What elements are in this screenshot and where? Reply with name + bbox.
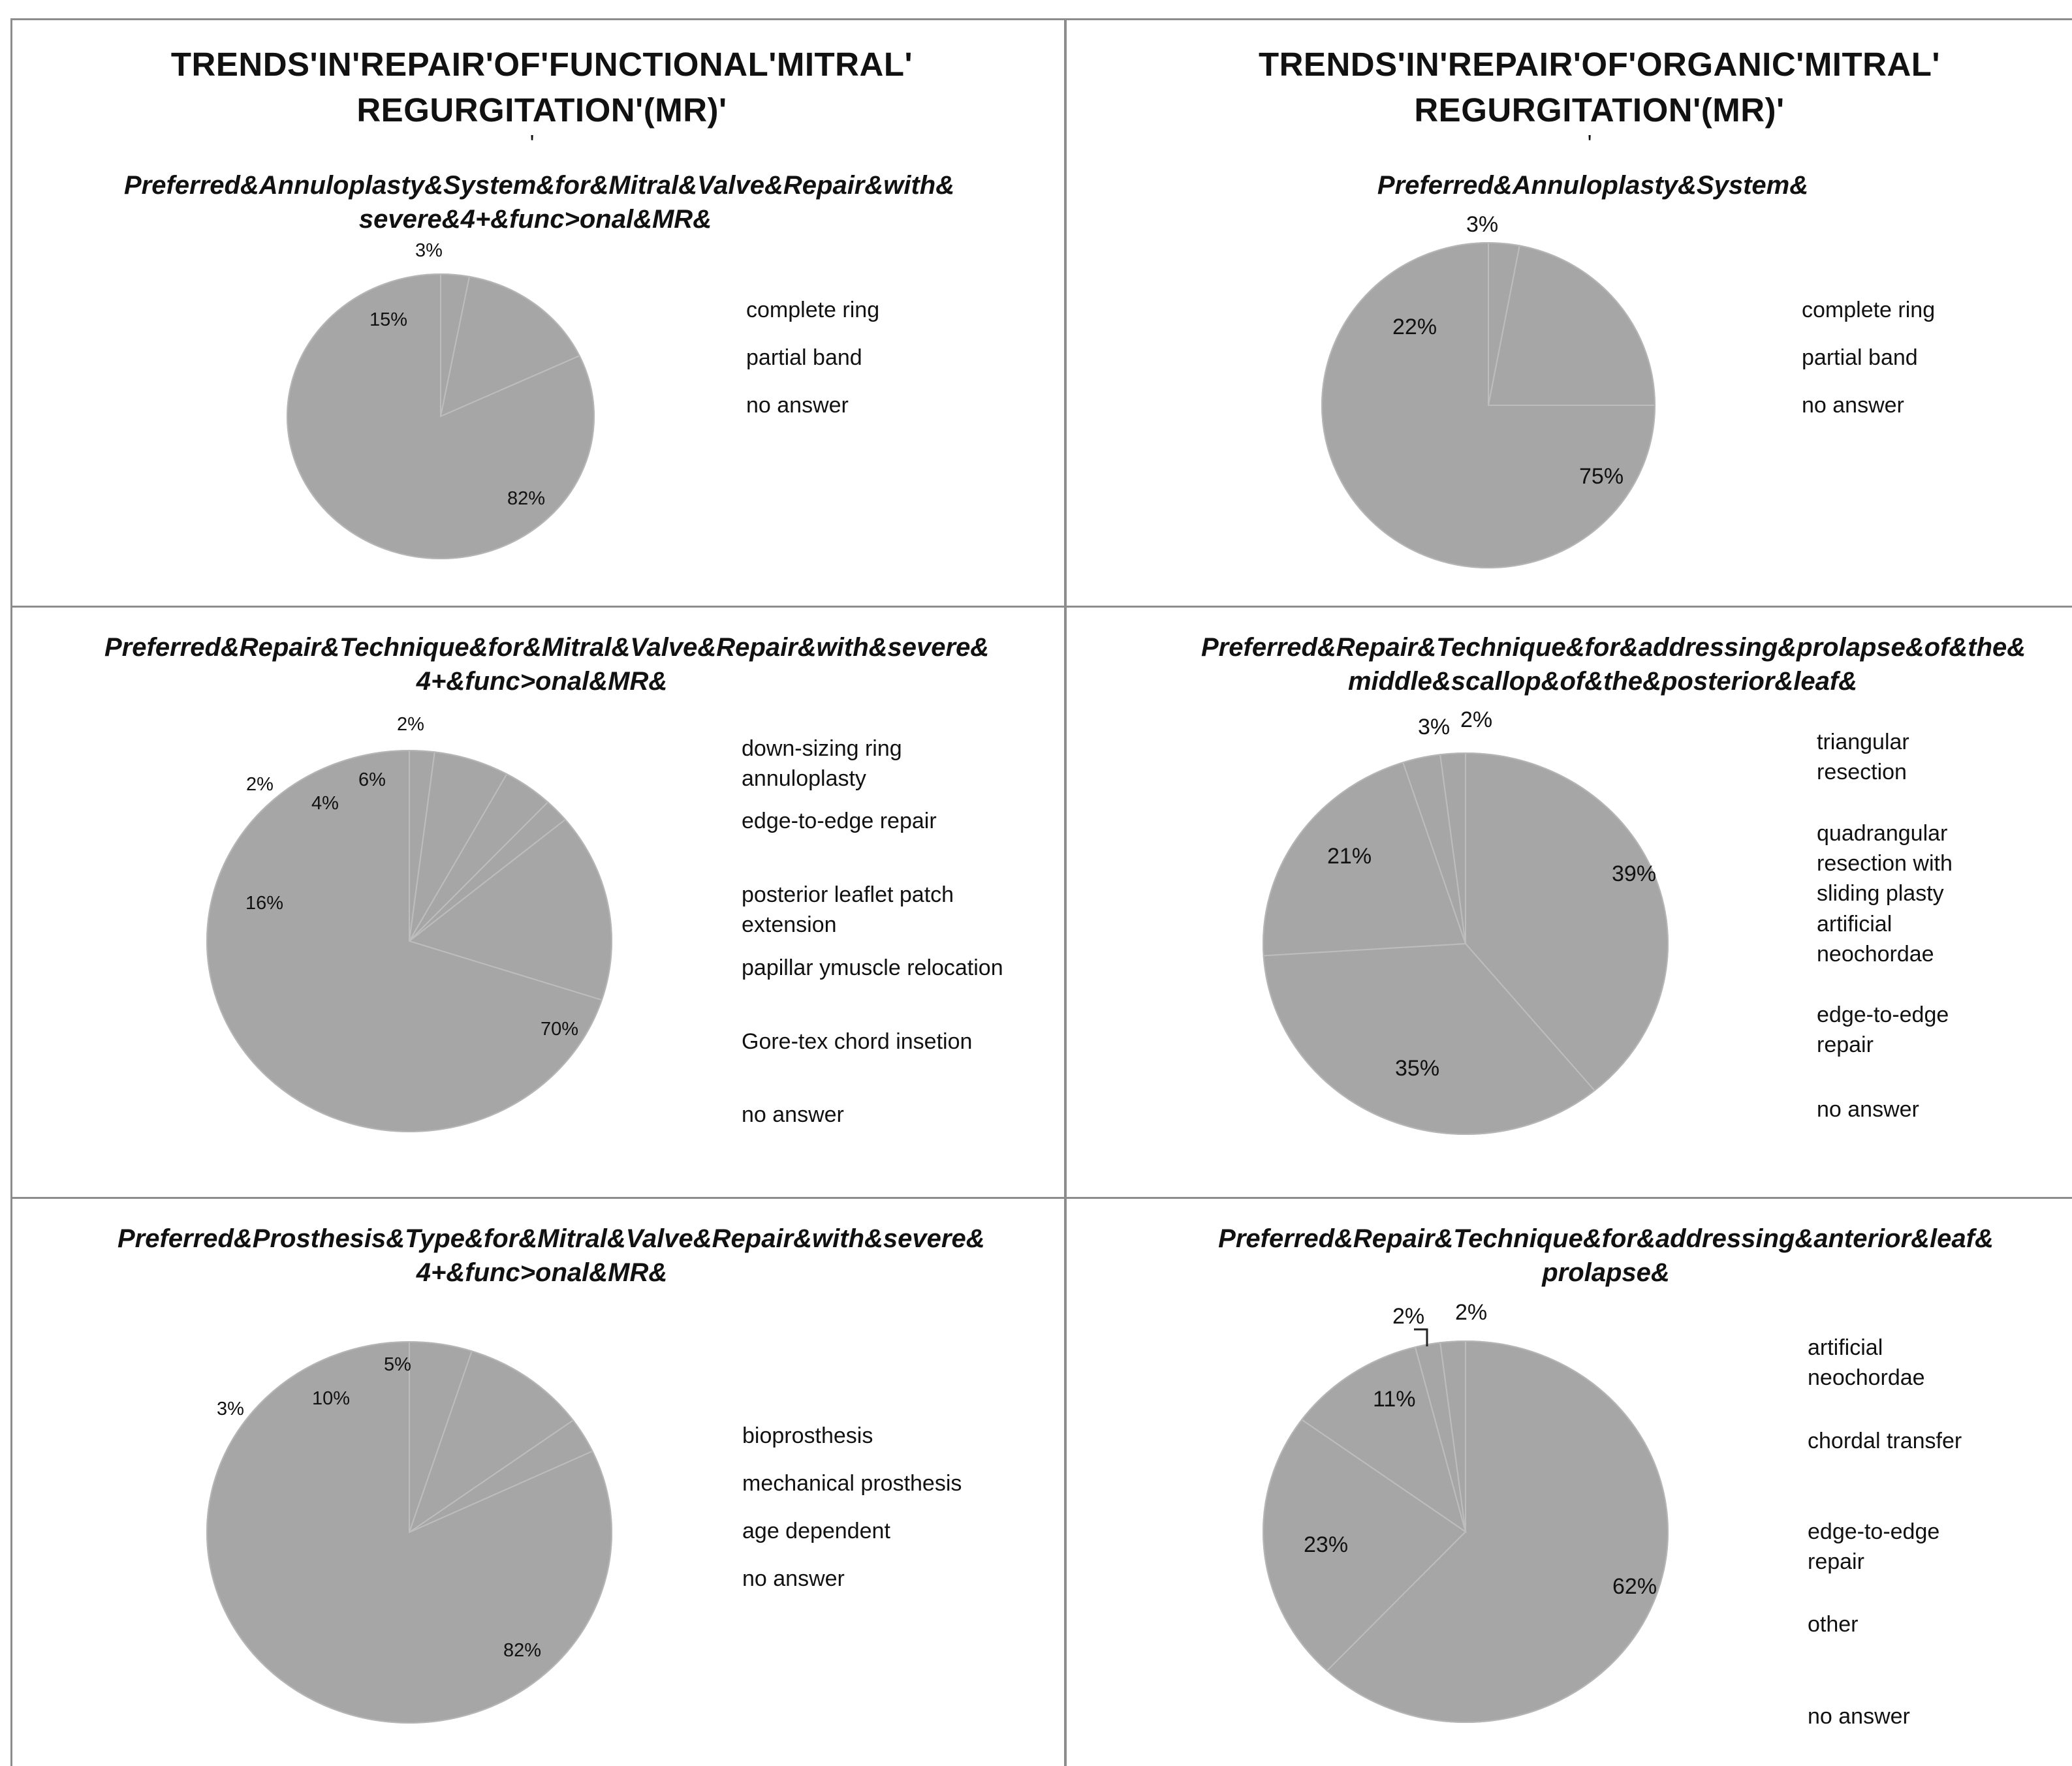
- slice-data-label: 2%: [246, 774, 274, 795]
- slice-data-label: 62%: [1612, 1574, 1657, 1599]
- slice-data-label: 3%: [1466, 212, 1498, 237]
- slice-data-label: 15%: [369, 309, 407, 330]
- grid-center-divider: [1064, 18, 1067, 1766]
- legend-item: no answer: [746, 393, 849, 418]
- chart-title: Preferred&Annuloplasty&System&for&Mitral…: [124, 171, 955, 234]
- legend-item: other: [1808, 1612, 1859, 1637]
- left-title-apostrophe: ': [529, 130, 535, 157]
- legend-item: triangular resection: [1817, 730, 1909, 784]
- chart-title: Preferred&Repair&Technique&for&addressin…: [1201, 633, 2026, 696]
- slice-data-label: 11%: [1373, 1387, 1416, 1412]
- slice-data-label: 4%: [311, 793, 339, 814]
- chart-title: Preferred&Annuloplasty&System&: [1377, 171, 1809, 200]
- legend-item: complete ring: [1802, 298, 1936, 322]
- grid-row-divider-1: [10, 606, 2072, 608]
- legend-item: no answer: [742, 1566, 845, 1591]
- slice-data-label: 16%: [245, 893, 283, 914]
- pie-outline: [1263, 752, 1669, 1135]
- slice-data-label: 2%: [1460, 707, 1492, 732]
- slice-data-label: 10%: [312, 1388, 350, 1409]
- pie-outline: [1263, 1340, 1669, 1723]
- slice-data-label: 82%: [507, 488, 545, 509]
- slice-data-label: 2%: [397, 714, 424, 735]
- slice-data-label: 75%: [1579, 464, 1624, 489]
- legend-item: edge-to-edge repair: [742, 809, 937, 833]
- legend-item: chordal transfer: [1808, 1429, 1962, 1453]
- pie-outline: [287, 273, 595, 559]
- legend-item: artificial neochordae: [1808, 1335, 1925, 1390]
- grid-top-border: [10, 18, 2072, 20]
- slice-data-label: 6%: [358, 769, 386, 790]
- pie-outline: [206, 750, 612, 1132]
- slice-data-label: 3%: [415, 240, 443, 261]
- slice-data-label: 3%: [1418, 715, 1450, 739]
- label-leader-line: [1414, 1328, 1428, 1346]
- slice-data-label: 3%: [217, 1399, 244, 1419]
- legend-item: posterior leaflet patch extension: [742, 882, 954, 937]
- legend-item: mechanical prosthesis: [742, 1471, 962, 1496]
- slice-data-label: 2%: [1392, 1304, 1424, 1329]
- legend-item: no answer: [1808, 1704, 1910, 1729]
- slice-data-label: 70%: [541, 1019, 578, 1040]
- left-main-title: TRENDS'IN'REPAIR'OF'FUNCTIONAL'MITRAL' R…: [170, 46, 913, 129]
- slice-data-label: 22%: [1392, 315, 1437, 339]
- legend-item: no answer: [742, 1102, 844, 1127]
- legend-item: edge-to-edge repair: [1817, 1002, 1949, 1057]
- grid-row-divider-2: [10, 1197, 2072, 1199]
- pie-outline: [1321, 242, 1656, 568]
- legend-item: bioprosthesis: [742, 1423, 873, 1448]
- slice-data-label: 5%: [384, 1354, 411, 1375]
- pie-outline: [206, 1341, 612, 1724]
- legend-item: partial band: [746, 345, 862, 370]
- legend-item: quadrangular resection with sliding plas…: [1817, 821, 1953, 906]
- legend-item: no answer: [1802, 393, 1904, 418]
- chart-title: Preferred&Repair&Technique&for&addressin…: [1218, 1224, 1994, 1287]
- slice-data-label: 35%: [1395, 1056, 1439, 1081]
- legend-item: down-sizing ring annuloplasty: [742, 736, 902, 791]
- legend-item: artificial neochordae: [1817, 912, 1934, 967]
- slice-data-label: 23%: [1304, 1532, 1348, 1557]
- right-main-title: TRENDS'IN'REPAIR'OF'ORGANIC'MITRAL' REGU…: [1258, 46, 1941, 129]
- slice-data-label: 21%: [1327, 844, 1372, 869]
- chart-title: Preferred&Repair&Technique&for&Mitral&Va…: [104, 633, 990, 696]
- slice-data-label: 82%: [503, 1640, 541, 1661]
- legend-item: papillar ymuscle relocation: [742, 955, 1003, 980]
- legend-item: no answer: [1817, 1097, 1919, 1122]
- legend-item: edge-to-edge repair: [1808, 1519, 1940, 1574]
- legend-item: complete ring: [746, 298, 880, 322]
- chart-title: Preferred&Prosthesis&Type&for&Mitral&Val…: [118, 1224, 985, 1287]
- slice-data-label: 39%: [1612, 861, 1656, 886]
- slice-data-label: 2%: [1455, 1300, 1487, 1325]
- right-title-apostrophe: ': [1587, 130, 1592, 157]
- legend-item: Gore-tex chord insetion: [742, 1029, 973, 1054]
- legend-item: age dependent: [742, 1519, 890, 1543]
- grid-left-border: [10, 18, 12, 1766]
- legend-item: partial band: [1802, 345, 1918, 370]
